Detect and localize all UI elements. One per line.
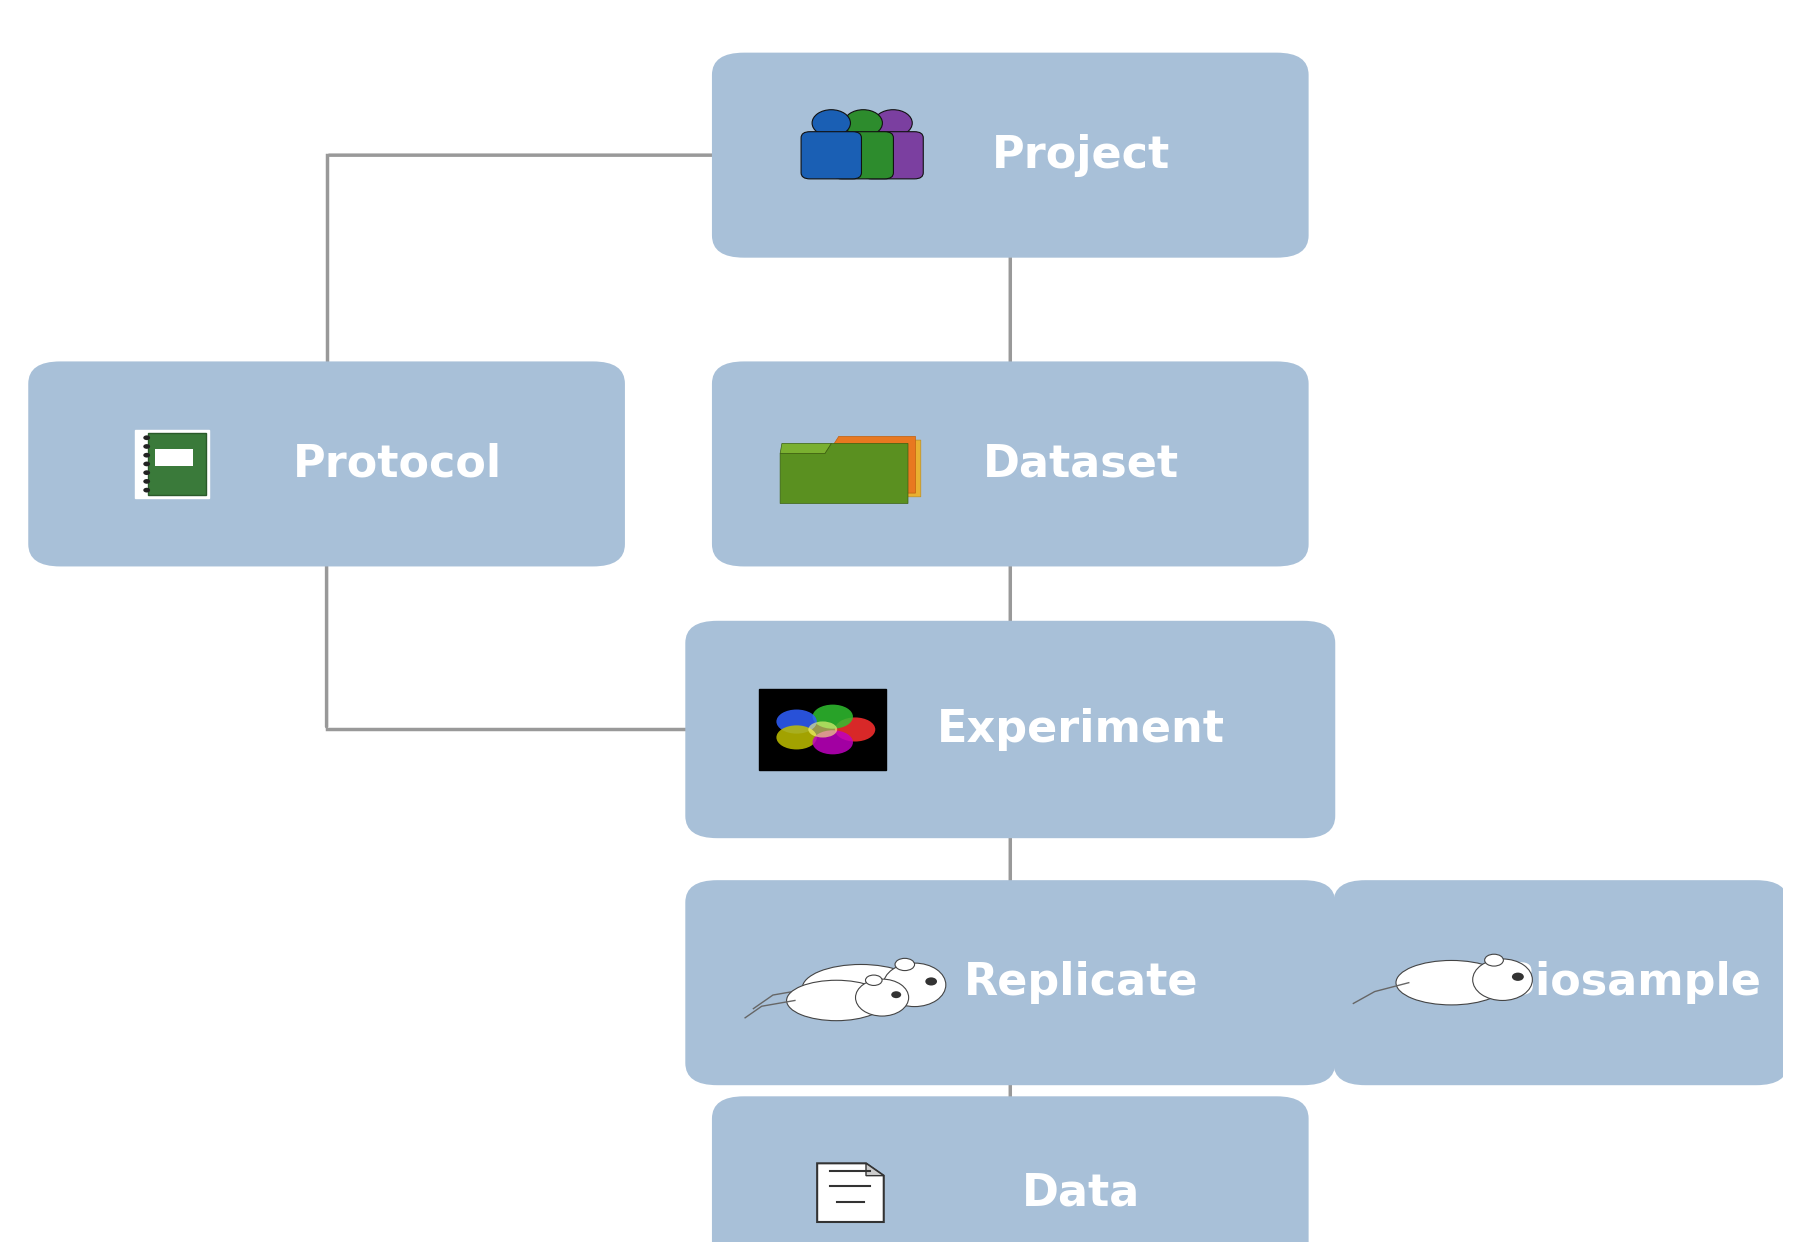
Text: Biosample: Biosample	[1502, 962, 1761, 1004]
Circle shape	[144, 471, 149, 475]
FancyBboxPatch shape	[1333, 881, 1788, 1085]
Text: Protocol: Protocol	[294, 442, 502, 486]
Ellipse shape	[812, 704, 854, 728]
Text: Dataset: Dataset	[983, 442, 1180, 486]
Polygon shape	[780, 443, 832, 453]
Polygon shape	[792, 440, 920, 497]
Circle shape	[845, 110, 882, 136]
Bar	[760, 689, 886, 769]
FancyBboxPatch shape	[711, 52, 1309, 257]
Circle shape	[144, 453, 149, 457]
Circle shape	[144, 480, 149, 483]
Ellipse shape	[787, 980, 886, 1020]
Text: Data: Data	[1023, 1172, 1140, 1214]
Circle shape	[812, 110, 850, 136]
Text: Project: Project	[992, 134, 1171, 176]
Circle shape	[1473, 959, 1533, 1000]
Ellipse shape	[1396, 960, 1507, 1005]
Text: Experiment: Experiment	[937, 708, 1225, 751]
Ellipse shape	[776, 709, 818, 733]
Circle shape	[144, 462, 149, 466]
Ellipse shape	[812, 731, 854, 754]
Bar	[148, 433, 207, 495]
Circle shape	[891, 992, 900, 998]
Ellipse shape	[1484, 954, 1504, 965]
Ellipse shape	[809, 722, 837, 737]
FancyBboxPatch shape	[686, 621, 1335, 838]
FancyBboxPatch shape	[834, 131, 893, 179]
Ellipse shape	[866, 975, 882, 985]
FancyBboxPatch shape	[711, 361, 1309, 567]
Polygon shape	[818, 1163, 884, 1222]
FancyBboxPatch shape	[863, 131, 924, 179]
Circle shape	[873, 110, 913, 136]
Ellipse shape	[836, 717, 875, 742]
Circle shape	[144, 445, 149, 448]
Ellipse shape	[895, 958, 915, 970]
Circle shape	[882, 963, 946, 1007]
FancyBboxPatch shape	[686, 881, 1335, 1085]
Polygon shape	[780, 443, 908, 503]
FancyBboxPatch shape	[711, 1097, 1309, 1249]
Ellipse shape	[776, 726, 818, 749]
Ellipse shape	[801, 964, 920, 1012]
Bar	[155, 450, 193, 466]
Circle shape	[855, 979, 910, 1015]
Polygon shape	[866, 1163, 884, 1175]
Circle shape	[144, 436, 149, 440]
FancyBboxPatch shape	[29, 361, 625, 567]
Text: Replicate: Replicate	[964, 962, 1198, 1004]
Bar	[135, 430, 209, 498]
Circle shape	[144, 488, 149, 492]
Polygon shape	[787, 436, 915, 493]
Circle shape	[926, 978, 937, 985]
Circle shape	[1511, 973, 1524, 980]
FancyBboxPatch shape	[801, 131, 861, 179]
